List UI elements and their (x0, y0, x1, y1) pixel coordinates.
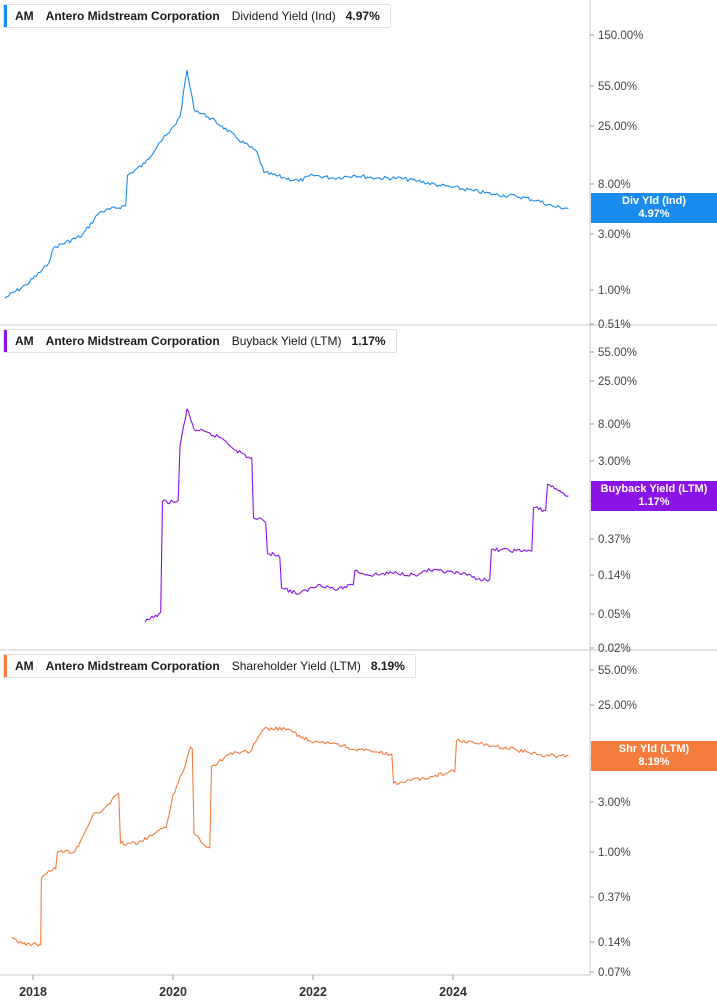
y-tick-label: 0.37% (598, 892, 631, 904)
value-tag-dividend-yield: Div Yld (Ind) 4.97% (591, 193, 717, 223)
y-tick-label: 8.00% (598, 419, 631, 431)
legend-shareholder-yield[interactable]: AM Antero Midstream Corporation Sharehol… (3, 654, 416, 678)
y-tick-label: 1.00% (598, 847, 631, 859)
tag-label: Buyback Yield (LTM) (600, 483, 708, 495)
legend-ticker: AM (15, 334, 34, 348)
line-layer (4, 69, 569, 947)
legend-value: 8.19% (370, 659, 405, 673)
legend-metric: Buyback Yield (LTM) (231, 334, 342, 348)
legend-color-bar (4, 655, 7, 677)
legend-color-bar (4, 330, 7, 352)
legend-metric: Shareholder Yield (LTM) (231, 659, 361, 673)
y-tick-label: 0.37% (598, 534, 631, 546)
legend-buyback-yield[interactable]: AM Antero Midstream Corporation Buyback … (3, 329, 397, 353)
y-tick-label: 25.00% (598, 376, 637, 388)
legend-ticker: AM (15, 9, 34, 23)
y-tick-label: 150.00% (598, 30, 643, 42)
tag-label: Shr Yld (LTM) (618, 743, 690, 755)
value-tag-shareholder-yield: Shr Yld (LTM) 8.19% (591, 741, 717, 771)
legend-company: Antero Midstream Corporation (45, 334, 220, 348)
y-tick-label: 0.07% (598, 967, 631, 979)
tag-label: Div Yld (Ind) (622, 195, 686, 207)
legend-color-bar (4, 5, 7, 27)
y-tick-label: 1.00% (598, 285, 631, 297)
y-tick-label: 55.00% (598, 347, 637, 359)
y-tick-label: 3.00% (598, 229, 631, 241)
y-tick-label: 3.00% (598, 456, 631, 468)
legend-metric: Dividend Yield (Ind) (231, 9, 336, 23)
tag-value: 1.17% (638, 496, 670, 508)
value-tag-buyback-yield: Buyback Yield (LTM) 1.17% (591, 481, 717, 511)
y-tick-label: 25.00% (598, 121, 637, 133)
y-tick-label: 55.00% (598, 665, 637, 677)
tag-value: 4.97% (638, 208, 670, 220)
y-tick-label: 0.14% (598, 570, 631, 582)
label-layer: 150.00% 55.00% 25.00% 8.00% 3.00% 1.00% 0.51% 5… (19, 30, 643, 999)
series-line-0 (4, 69, 569, 299)
y-tick-label: 0.51% (598, 319, 631, 331)
y-tick-label: 0.05% (598, 609, 631, 621)
x-tick-label: 2018 (19, 985, 47, 999)
legend-value: 1.17% (351, 334, 386, 348)
y-tick-label: 0.02% (598, 643, 631, 655)
y-tick-label: 25.00% (598, 700, 637, 712)
y-tick-label: 3.00% (598, 797, 631, 809)
legend-dividend-yield[interactable]: AM Antero Midstream Corporation Dividend… (3, 4, 391, 28)
x-tick-label: 2022 (299, 985, 327, 999)
legend-company: Antero Midstream Corporation (45, 9, 220, 23)
y-tick-label: 0.14% (598, 937, 631, 949)
x-tick-label: 2024 (439, 985, 467, 999)
legend-company: Antero Midstream Corporation (45, 659, 220, 673)
series-line-2 (11, 726, 569, 947)
y-tick-label: 55.00% (598, 81, 637, 93)
y-tick-label: 8.00% (598, 179, 631, 191)
series-line-1 (144, 408, 569, 623)
tag-value: 8.19% (638, 756, 670, 768)
legend-value: 4.97% (345, 9, 380, 23)
x-tick-label: 2020 (159, 985, 187, 999)
legend-ticker: AM (15, 659, 34, 673)
